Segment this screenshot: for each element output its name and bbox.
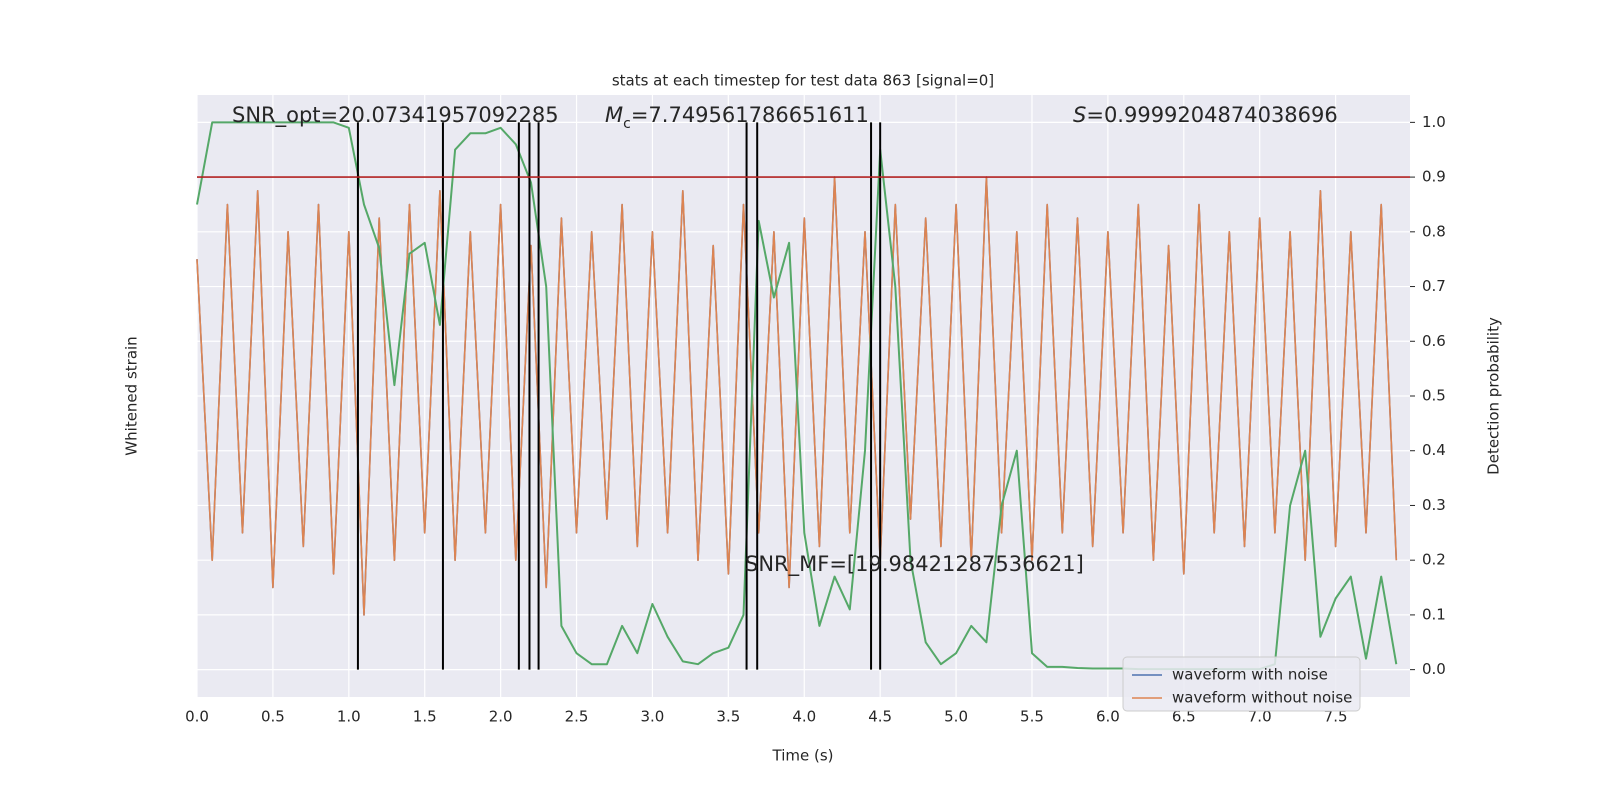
y2-axis-label: Detection probability	[1485, 317, 1503, 475]
chart-title: stats at each timestep for test data 863…	[612, 72, 994, 90]
x-tick-label: 2.5	[565, 708, 589, 726]
x-tick-label: 1.0	[337, 708, 361, 726]
y2-tick-label: 0.5	[1422, 387, 1446, 405]
y2-tick-label: 0.4	[1422, 441, 1446, 459]
x-tick-label: 2.0	[489, 708, 513, 726]
x-tick-label: 1.5	[413, 708, 437, 726]
annotation-part: =7.749561786651611	[631, 103, 869, 127]
annotation: SNR_MF=[19.98421287536621]	[745, 552, 1084, 577]
x-axis-label: Time (s)	[772, 747, 834, 765]
x-tick-label: 7.5	[1324, 708, 1348, 726]
annotation-part: c	[623, 116, 631, 132]
x-tick-label: 7.0	[1248, 708, 1272, 726]
annotation: Mc=7.749561786651611	[605, 103, 869, 132]
y2-tick-label: 1.0	[1422, 113, 1446, 131]
legend-label: waveform without noise	[1172, 689, 1352, 707]
y2-tick-label: 0.8	[1422, 222, 1446, 240]
y2-tick-label: 0.7	[1422, 277, 1446, 295]
legend-label: waveform with noise	[1172, 666, 1328, 684]
x-tick-label: 5.0	[944, 708, 968, 726]
x-tick-label: 0.5	[261, 708, 285, 726]
y2-tick-label: 0.3	[1422, 496, 1446, 514]
annotation-part: M	[605, 103, 623, 127]
y2-tick-label: 0.2	[1422, 551, 1446, 569]
x-tick-label: 4.0	[792, 708, 816, 726]
annotation: S=0.9999204874038696	[1073, 103, 1338, 127]
x-tick-label: 3.5	[716, 708, 740, 726]
x-tick-label: 3.0	[641, 708, 665, 726]
annotation: SNR_opt=20.07341957092285	[232, 103, 559, 128]
y2-tick-label: 0.9	[1422, 168, 1446, 186]
y2-tick-label: 0.1	[1422, 605, 1446, 623]
x-tick-label: 5.5	[1020, 708, 1044, 726]
y2-tick-label: 0.6	[1422, 332, 1446, 350]
annotation-part: SNR_opt=20.07341957092285	[232, 103, 559, 128]
y-axis-label: Whitened strain	[123, 336, 141, 455]
annotation-part: SNR_MF=[19.98421287536621]	[745, 552, 1084, 577]
x-tick-label: 4.5	[868, 708, 892, 726]
x-tick-label: 6.5	[1172, 708, 1196, 726]
x-tick-label: 6.0	[1096, 708, 1120, 726]
annotation-part: S	[1073, 103, 1086, 127]
x-tick-label: 0.0	[185, 708, 209, 726]
annotation-part: =0.9999204874038696	[1086, 103, 1337, 127]
legend-box	[1122, 656, 1361, 712]
y2-tick-label: 0.0	[1422, 660, 1446, 678]
